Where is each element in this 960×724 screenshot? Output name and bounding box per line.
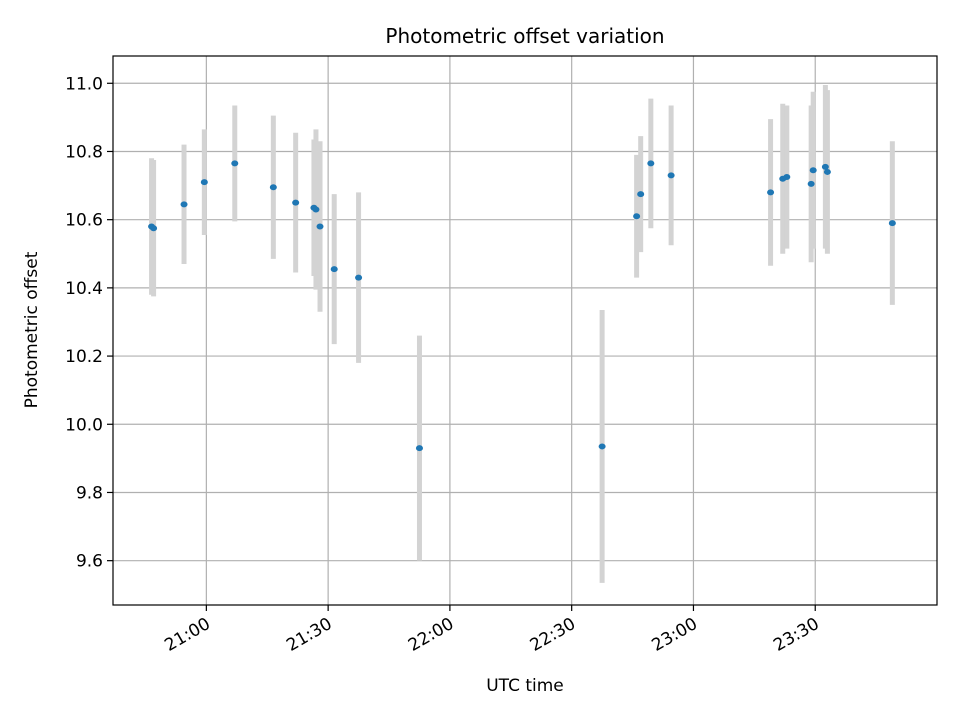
x-tick-label: 21:30 [283, 614, 335, 656]
x-tick-label: 22:30 [527, 614, 579, 656]
y-tick-label: 10.8 [65, 142, 103, 162]
data-point [767, 189, 775, 196]
y-tick-label: 10.4 [65, 279, 103, 299]
errorbar-layer [149, 84, 895, 583]
data-point [316, 223, 324, 230]
data-point [647, 160, 655, 167]
data-point [633, 213, 641, 220]
data-point [807, 180, 815, 187]
data-point [809, 167, 817, 174]
x-tick-label: 22:00 [405, 614, 457, 656]
data-point [823, 168, 831, 175]
plot-frame [112, 55, 938, 606]
grid-layer [113, 56, 937, 605]
data-point [269, 184, 277, 191]
y-tick-label: 9.6 [76, 552, 103, 572]
data-point [415, 445, 423, 452]
x-tick-label: 23:30 [770, 614, 822, 656]
data-point [200, 179, 208, 186]
data-point [150, 225, 158, 232]
y-tick-label: 10.6 [65, 211, 103, 231]
data-point [637, 191, 645, 198]
y-tick-label: 10.0 [65, 415, 103, 435]
point-layer [148, 160, 896, 452]
y-tick-label: 11.0 [65, 74, 103, 94]
data-point [312, 206, 320, 213]
y-tick-label: 9.8 [76, 483, 103, 503]
data-point [598, 443, 606, 450]
x-tick-label: 23:00 [649, 614, 701, 656]
data-point [231, 160, 239, 167]
data-point [667, 172, 675, 179]
x-tick-label: 21:00 [161, 614, 213, 656]
data-point [292, 199, 300, 206]
data-point [821, 163, 829, 170]
chart-title: Photometric offset variation [385, 24, 664, 48]
data-point [355, 274, 363, 281]
y-axis-label: Photometric offset [22, 251, 42, 408]
x-axis-label: UTC time [486, 676, 564, 696]
tick-layer: 9.6 9.8 10.0 10.2 10.4 10.6 10.8 11.0 21:00 21:30… [65, 74, 823, 656]
data-point [180, 201, 188, 208]
data-point [783, 174, 791, 181]
y-tick-label: 10.2 [65, 347, 103, 367]
data-point [888, 220, 896, 227]
data-point [330, 266, 338, 273]
